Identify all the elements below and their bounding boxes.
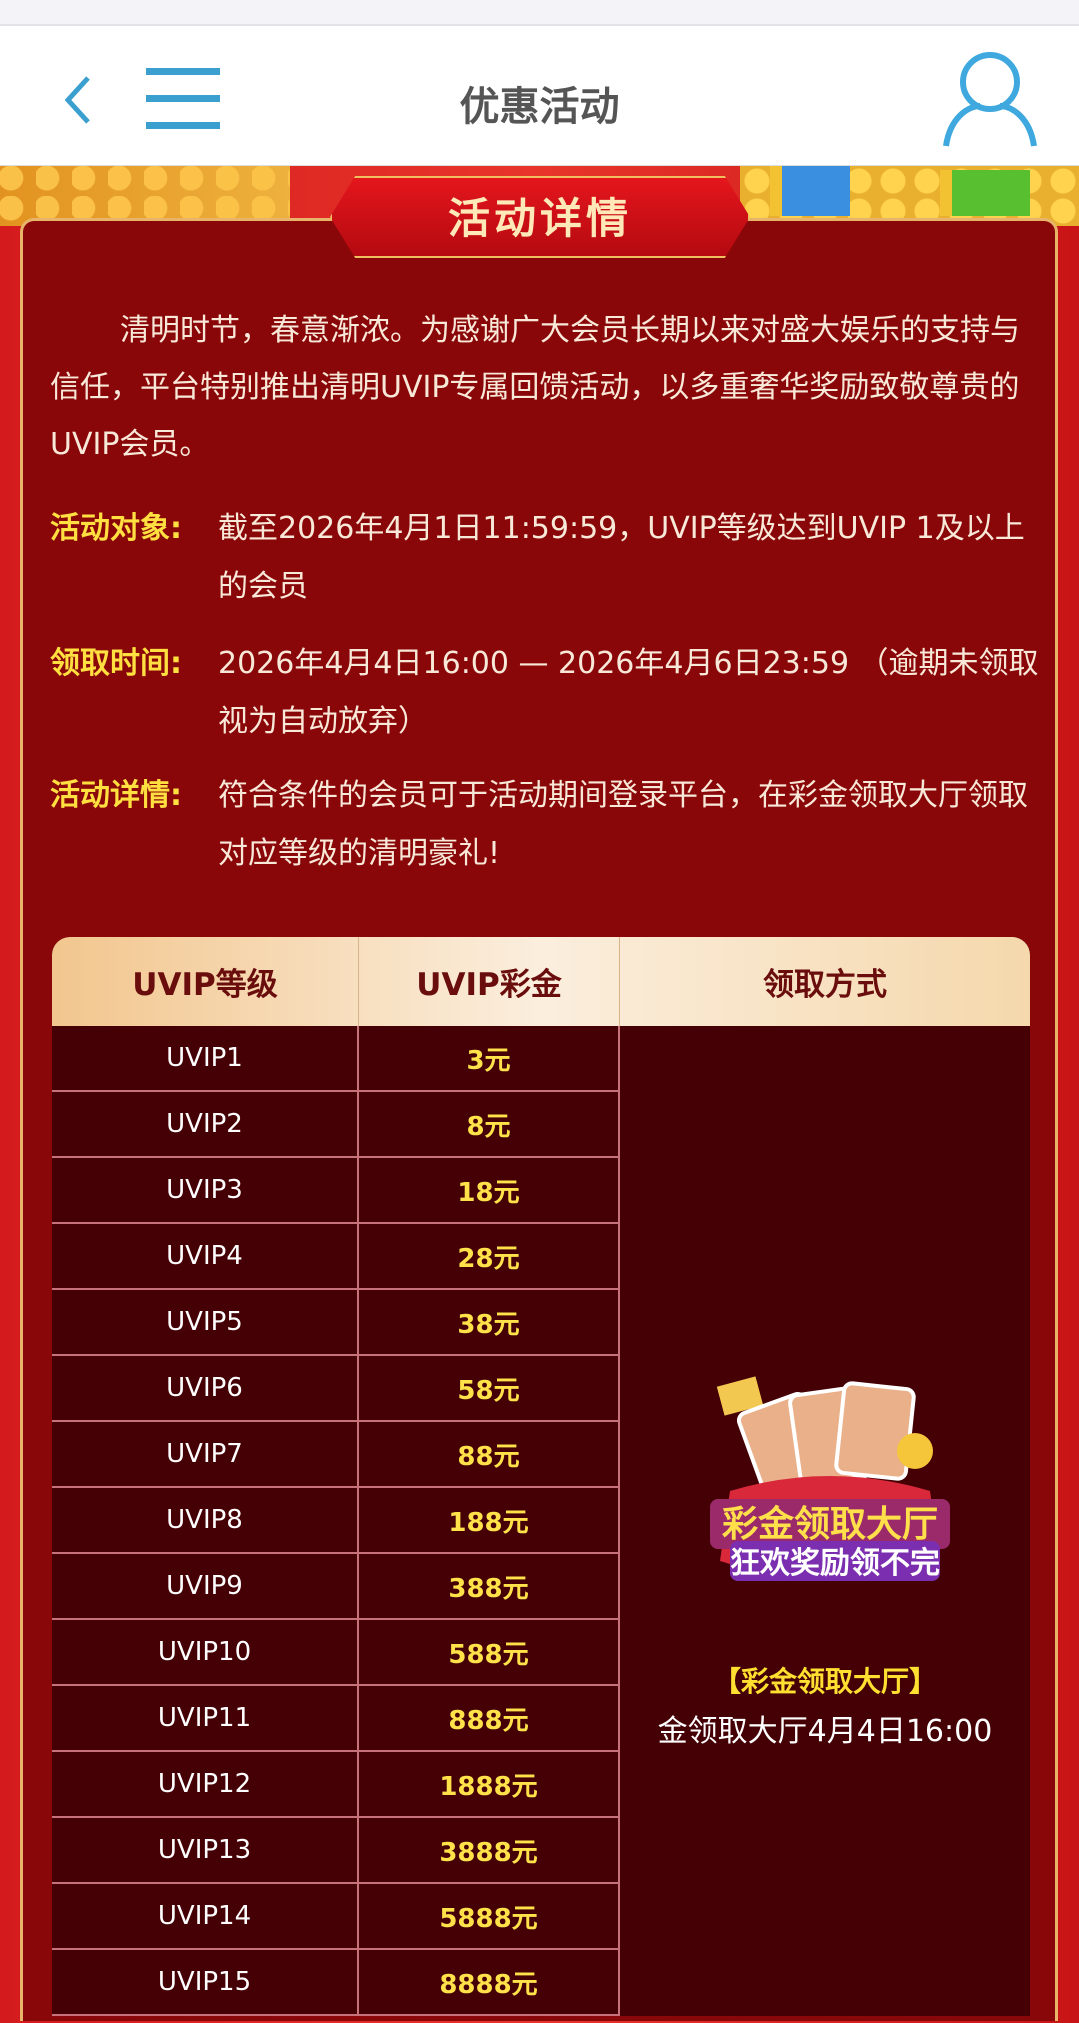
section-title: 活动详情 xyxy=(447,194,632,243)
table-header: UVIP等级 UVIP彩金 领取方式 xyxy=(52,937,1030,1026)
bonus-cell: 888元 xyxy=(359,1686,620,1750)
detail-description: 活动详情: 符合条件的会员可于活动期间登录平台，在彩金领取大厅领取对应等级的清明… xyxy=(50,767,1040,883)
bonus-cell: 588元 xyxy=(359,1620,620,1684)
level-cell: UVIP11 xyxy=(52,1686,359,1750)
table-row: UVIP13 3888元 xyxy=(52,1818,1030,1884)
promo-line-2: 狂欢奖励领不完 xyxy=(730,1546,940,1581)
detail-time: 领取时间: 2026年4月4日16:00 — 2026年4月6日23:59 （逾… xyxy=(50,635,1040,751)
table-row: UVIP4 28元 xyxy=(52,1224,1030,1290)
promo-line-1: 彩金领取大厅 xyxy=(722,1503,938,1545)
level-cell: UVIP12 xyxy=(52,1752,359,1816)
level-cell: UVIP14 xyxy=(52,1884,359,1948)
claim-method-cell: 彩金领取大厅 狂欢奖励领不完 【彩金领取大厅】 金领取大厅4月4日16:00 xyxy=(620,1026,1030,2016)
chevron-left-icon[interactable] xyxy=(58,70,108,130)
level-cell: UVIP8 xyxy=(52,1488,359,1552)
table-row: UVIP7 88元 xyxy=(52,1422,1030,1488)
uvip-reward-table: UVIP等级 UVIP彩金 领取方式 UVIP1 3元 UVIP2 8元 UVIP3 18… xyxy=(52,937,1030,2016)
detail-value: 截至2026年4月1日11:59:59，UVIP等级达到UVIP 1及以上的会员 xyxy=(218,511,1025,604)
level-cell: UVIP9 xyxy=(52,1554,359,1618)
bonus-cell: 188元 xyxy=(359,1488,620,1552)
bonus-hall-link[interactable]: 【彩金领取大厅】 xyxy=(712,1665,937,1698)
bonus-cell: 5888元 xyxy=(359,1884,620,1948)
table-body: UVIP1 3元 UVIP2 8元 UVIP3 18元 UVIP4 28元 UVIP5 38元 UV… xyxy=(52,1026,1030,2016)
intro-text: 清明时节，春意渐浓。为感谢广大会员长期以来对盛大娱乐的支持与信任，平台特别推出清… xyxy=(50,313,1020,462)
table-row: UVIP14 5888元 xyxy=(52,1884,1030,1950)
bonus-cell: 8888元 xyxy=(359,1950,620,2014)
table-row: UVIP6 58元 xyxy=(52,1356,1030,1422)
detail-label: 活动详情: xyxy=(50,778,182,813)
section-title-badge: 活动详情 xyxy=(330,176,750,258)
bonus-cell: 58元 xyxy=(359,1356,620,1420)
detail-label: 领取时间: xyxy=(50,646,182,681)
bonus-cell: 8元 xyxy=(359,1092,620,1156)
bonus-cell: 88元 xyxy=(359,1422,620,1486)
detail-value: 2026年4月4日16:00 — 2026年4月6日23:59 （逾期未领取视为… xyxy=(218,646,1039,739)
bonus-cell: 28元 xyxy=(359,1224,620,1288)
table-row: UVIP5 38元 xyxy=(52,1290,1030,1356)
gift-box-decoration xyxy=(770,166,850,216)
bonus-cell: 388元 xyxy=(359,1554,620,1618)
detail-label: 活动对象: xyxy=(50,511,182,546)
detail-value: 符合条件的会员可于活动期间登录平台，在彩金领取大厅领取对应等级的清明豪礼! xyxy=(218,778,1028,871)
table-row: UVIP15 8888元 xyxy=(52,1950,1030,2016)
top-nav: 优惠活动 xyxy=(0,26,1079,166)
page-title: 优惠活动 xyxy=(459,84,620,130)
gift-box-decoration xyxy=(940,170,1030,216)
level-cell: UVIP2 xyxy=(52,1092,359,1156)
hamburger-menu-icon[interactable] xyxy=(146,68,220,129)
column-header-method: 领取方式 xyxy=(763,967,887,1003)
coins-decoration xyxy=(0,166,290,226)
detail-target: 活动对象: 截至2026年4月1日11:59:59，UVIP等级达到UVIP 1… xyxy=(50,500,1040,616)
level-cell: UVIP1 xyxy=(52,1026,359,1090)
bonus-cell: 3888元 xyxy=(359,1818,620,1882)
column-header-bonus: UVIP彩金 xyxy=(359,937,620,1026)
level-cell: UVIP5 xyxy=(52,1290,359,1354)
level-cell: UVIP13 xyxy=(52,1818,359,1882)
bonus-cell: 18元 xyxy=(359,1158,620,1222)
table-row: UVIP2 8元 xyxy=(52,1092,1030,1158)
level-cell: UVIP15 xyxy=(52,1950,359,2014)
level-cell: UVIP6 xyxy=(52,1356,359,1420)
level-cell: UVIP4 xyxy=(52,1224,359,1288)
bonus-hall-promo-image[interactable]: 彩金领取大厅 狂欢奖励领不完 xyxy=(700,1371,960,1606)
table-row: UVIP9 388元 xyxy=(52,1554,1030,1620)
table-row: UVIP3 18元 xyxy=(52,1158,1030,1224)
bonus-cell: 38元 xyxy=(359,1290,620,1354)
table-row: UVIP12 1888元 xyxy=(52,1752,1030,1818)
claim-time-note: 金领取大厅4月4日16:00 xyxy=(657,1714,993,1749)
level-cell: UVIP3 xyxy=(52,1158,359,1222)
bonus-cell: 1888元 xyxy=(359,1752,620,1816)
column-header-level: UVIP等级 xyxy=(52,937,359,1026)
level-cell: UVIP10 xyxy=(52,1620,359,1684)
table-row: UVIP10 588元 xyxy=(52,1620,1030,1686)
table-row: UVIP8 188元 xyxy=(52,1488,1030,1554)
status-bar xyxy=(0,0,1079,26)
level-cell: UVIP7 xyxy=(52,1422,359,1486)
bonus-cell: 3元 xyxy=(359,1026,620,1090)
table-row: UVIP1 3元 xyxy=(52,1026,1030,1092)
table-row: UVIP11 888元 xyxy=(52,1686,1030,1752)
user-icon[interactable] xyxy=(940,46,1040,150)
